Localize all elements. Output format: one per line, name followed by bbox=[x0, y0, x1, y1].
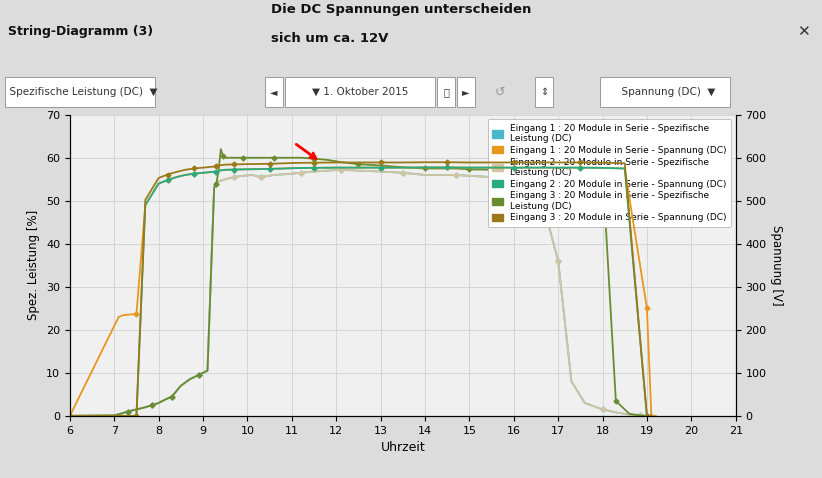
Legend: Eingang 1 : 20 Module in Serie - Spezifische
Leistung (DC), Eingang 1 : 20 Modul: Eingang 1 : 20 Module in Serie - Spezifi… bbox=[487, 119, 732, 227]
Text: Spannung (DC)  ▼: Spannung (DC) ▼ bbox=[615, 87, 715, 97]
Text: Die DC Spannungen unterscheiden: Die DC Spannungen unterscheiden bbox=[271, 3, 532, 16]
Text: ▼ 1. Oktober 2015: ▼ 1. Oktober 2015 bbox=[312, 87, 409, 97]
Text: sich um ca. 12V: sich um ca. 12V bbox=[271, 32, 389, 44]
Text: Spezifische Leistung (DC)  ▼: Spezifische Leistung (DC) ▼ bbox=[2, 87, 157, 97]
Y-axis label: Spannung [V]: Spannung [V] bbox=[770, 225, 783, 305]
FancyBboxPatch shape bbox=[437, 77, 455, 107]
Text: ◄: ◄ bbox=[270, 87, 278, 97]
Text: String-Diagramm (3): String-Diagramm (3) bbox=[8, 25, 154, 38]
Text: 🗓: 🗓 bbox=[443, 87, 449, 97]
Y-axis label: Spez. Leistung [%]: Spez. Leistung [%] bbox=[27, 210, 40, 320]
FancyBboxPatch shape bbox=[535, 77, 553, 107]
Text: ►: ► bbox=[462, 87, 469, 97]
Text: ⇕: ⇕ bbox=[540, 87, 548, 97]
X-axis label: Uhrzeit: Uhrzeit bbox=[381, 441, 425, 454]
Text: ↺: ↺ bbox=[495, 86, 506, 98]
FancyBboxPatch shape bbox=[265, 77, 283, 107]
FancyBboxPatch shape bbox=[285, 77, 435, 107]
FancyBboxPatch shape bbox=[457, 77, 475, 107]
FancyBboxPatch shape bbox=[600, 77, 730, 107]
FancyBboxPatch shape bbox=[5, 77, 155, 107]
Text: ✕: ✕ bbox=[797, 24, 810, 39]
